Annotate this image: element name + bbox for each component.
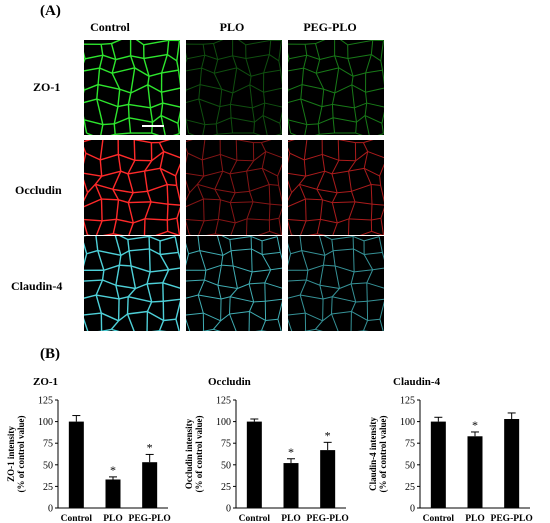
- bar-chart-occludin: 0 25 50 75 100 125 Occludin intensity (% of con…: [184, 396, 349, 523]
- y-tick-label: 0: [410, 504, 415, 515]
- column-header-control: Control: [90, 20, 130, 34]
- y-axis-label: ZO-1 intensity: [6, 426, 16, 482]
- y-tick-label: 25: [405, 482, 415, 493]
- column-header-plo: PLO: [219, 20, 245, 34]
- bar: [68, 421, 84, 508]
- chart-title-occludin: Occludin: [208, 376, 251, 388]
- x-tick-label: PEG-PLO: [307, 514, 349, 523]
- y-tick-label: 125: [38, 396, 53, 407]
- x-tick-label: PLO: [465, 514, 485, 523]
- micrograph-occludin-peg-plo: [288, 140, 384, 235]
- micrograph-claudin-4-control: [84, 236, 180, 331]
- bar: [430, 421, 446, 508]
- micrograph-occludin-control: [84, 140, 180, 235]
- y-tick-label: 25: [221, 482, 231, 493]
- bar: [246, 421, 262, 508]
- y-axis-label: Claudin-4 intensity: [368, 417, 378, 491]
- bar: [504, 419, 520, 508]
- row-label-claudin4: Claudin-4: [11, 279, 63, 293]
- significance-marker: *: [472, 418, 478, 432]
- y-tick-label: 0: [48, 504, 53, 515]
- y-tick-label: 125: [400, 396, 415, 407]
- x-tick-label: PLO: [103, 514, 123, 523]
- y-tick-label: 125: [216, 396, 231, 407]
- y-tick-label: 50: [43, 460, 53, 471]
- y-axis-label: (% of control value): [194, 415, 204, 492]
- error-bar: [250, 418, 259, 422]
- y-tick-label: 100: [216, 417, 231, 428]
- error-bar: [287, 458, 295, 464]
- micrograph-claudin-4-peg-plo: [288, 236, 384, 331]
- y-tick-label: 75: [43, 439, 53, 450]
- x-tick-label: Control: [61, 514, 93, 523]
- y-axis-label: (% of control value): [16, 415, 26, 492]
- y-axis-label: (% of control value): [378, 415, 388, 492]
- chart-title-claudin4: Claudin-4: [393, 376, 441, 388]
- error-bar: [109, 476, 117, 480]
- bar: [320, 450, 336, 508]
- x-tick-label: PEG-PLO: [129, 514, 171, 523]
- micrograph-zo-1-control: [84, 40, 180, 135]
- x-tick-label: Control: [239, 514, 271, 523]
- micrograph-claudin-4-plo: [186, 236, 282, 331]
- significance-marker: *: [110, 463, 116, 477]
- error-bar: [72, 415, 81, 422]
- bar: [142, 462, 158, 508]
- bar: [283, 463, 299, 508]
- y-tick-label: 100: [400, 417, 415, 428]
- panel-a-label: (A): [40, 3, 61, 19]
- micrograph-occludin-plo: [186, 140, 282, 235]
- bar: [467, 436, 483, 508]
- y-tick-label: 25: [43, 482, 53, 493]
- significance-marker: *: [147, 440, 153, 454]
- y-tick-label: 75: [221, 439, 231, 450]
- row-label-zo1: ZO-1: [33, 80, 61, 94]
- y-tick-label: 50: [405, 460, 415, 471]
- column-header-peg-plo: PEG-PLO: [303, 20, 357, 34]
- row-label-occludin: Occludin: [15, 183, 62, 197]
- y-tick-label: 50: [221, 460, 231, 471]
- bar-chart-zo1: 0 25 50 75 100 125 ZO-1 intensity (% of control…: [6, 396, 171, 523]
- x-tick-label: Control: [423, 514, 455, 523]
- error-bar: [434, 416, 443, 422]
- y-tick-label: 75: [405, 439, 415, 450]
- bar-chart-claudin4: 0 25 50 75 100 125 Claudin-4 intensity (% of co…: [368, 396, 533, 523]
- error-bar: [145, 453, 154, 463]
- error-bar: [471, 431, 479, 437]
- micrograph-zo-1-peg-plo: [288, 40, 384, 135]
- significance-marker: *: [325, 428, 331, 442]
- x-tick-label: PLO: [281, 514, 301, 523]
- panel-b-label: (B): [40, 346, 60, 362]
- micrograph-zo-1-plo: [186, 40, 282, 135]
- significance-marker: *: [288, 445, 294, 459]
- x-tick-label: PEG-PLO: [491, 514, 533, 523]
- y-axis-label: Occludin intensity: [184, 418, 194, 489]
- bar: [105, 479, 121, 508]
- y-tick-label: 0: [226, 504, 231, 515]
- error-bar: [507, 412, 516, 420]
- error-bar: [323, 441, 332, 451]
- y-tick-label: 100: [38, 417, 53, 428]
- chart-title-zo1: ZO-1: [33, 376, 59, 388]
